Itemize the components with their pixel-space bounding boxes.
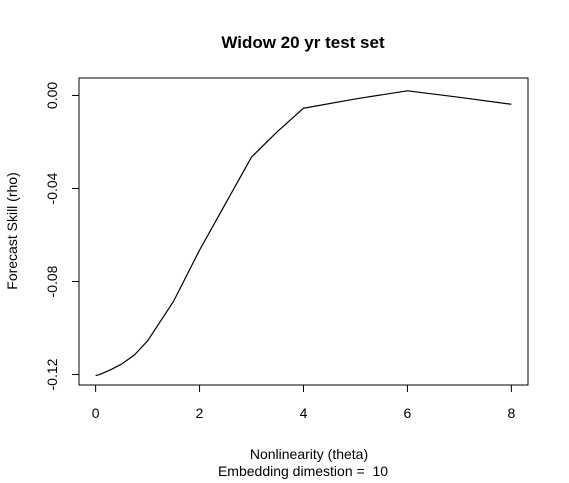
x-tick-label: 8 <box>507 405 515 421</box>
chart-title: Widow 20 yr test set <box>221 33 385 52</box>
x-tick-label: 4 <box>300 405 308 421</box>
series-line-0 <box>95 90 512 377</box>
x-tick-label: 0 <box>92 405 100 421</box>
x-axis: 0 2 4 6 8 <box>92 384 515 421</box>
x-axis-sublabel: Embedding dimestion = 10 <box>218 463 388 479</box>
x-tick-label: 2 <box>196 405 204 421</box>
x-axis-label: Nonlinearity (theta) <box>250 446 368 462</box>
y-tick-label: -0.04 <box>44 172 60 204</box>
y-axis-label: Forecast Skill (rho) <box>4 172 20 289</box>
series-layer <box>95 90 512 377</box>
y-tick-label: -0.12 <box>44 358 60 390</box>
y-tick-label: -0.08 <box>44 265 60 297</box>
y-tick-label: 0.00 <box>44 82 60 109</box>
y-axis: -0.12 -0.08 -0.04 0.00 <box>44 82 80 390</box>
x-tick-label: 6 <box>404 405 412 421</box>
